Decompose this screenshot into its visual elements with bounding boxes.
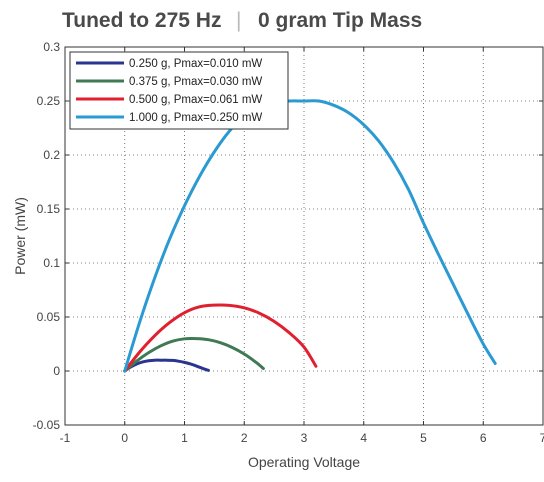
y-tick-label: -0.05 <box>33 418 61 432</box>
y-tick-label: 0.2 <box>43 148 60 162</box>
x-tick-label: 6 <box>480 431 487 445</box>
chart-title-sub: 0 gram Tip Mass <box>258 9 422 32</box>
series-line-1 <box>123 358 210 373</box>
chart-title-separator: | <box>236 9 241 32</box>
y-tick-label: 0.05 <box>37 310 61 324</box>
y-axis-label: Power (mW) <box>12 197 28 275</box>
legend-label-1: 0.250 g, Pmax=0.010 mW <box>129 58 262 70</box>
series-line-3 <box>123 303 318 373</box>
y-tick-label: 0 <box>53 364 60 378</box>
legend-label-2: 0.375 g, Pmax=0.030 mW <box>129 76 262 88</box>
y-tick-label: 0.25 <box>37 94 61 108</box>
chart-title-main: Tuned to 275 Hz <box>62 9 221 32</box>
series-line-2 <box>123 336 265 373</box>
x-axis-ticks: -1 0 1 2 3 4 5 6 7 <box>60 47 544 445</box>
x-tick-label: 4 <box>360 431 367 445</box>
x-axis-label: Operating Voltage <box>248 454 360 470</box>
y-tick-label: 0.1 <box>43 256 60 270</box>
x-tick-label: 7 <box>540 431 544 445</box>
x-tick-label: -1 <box>60 431 71 445</box>
x-tick-label: 1 <box>181 431 188 445</box>
legend-items: 0.250 g, Pmax=0.010 mW 0.375 g, Pmax=0.03… <box>76 58 262 124</box>
x-tick-label: 3 <box>301 431 308 445</box>
y-axis-ticks: -0.05 0 0.05 0.1 0.15 0.2 0.25 0.3 <box>33 40 543 432</box>
y-tick-label: 0.15 <box>37 202 61 216</box>
data-series-lines <box>123 99 497 373</box>
series-line-4 <box>123 99 497 373</box>
x-tick-label: 2 <box>241 431 248 445</box>
x-tick-label: 0 <box>121 431 128 445</box>
legend-label-4: 1.000 g, Pmax=0.250 mW <box>129 112 262 124</box>
legend-label-3: 0.500 g, Pmax=0.061 mW <box>129 94 262 106</box>
x-tick-label: 5 <box>420 431 427 445</box>
chart-legend: 0.250 g, Pmax=0.010 mW 0.375 g, Pmax=0.03… <box>69 51 289 130</box>
y-tick-label: 0.3 <box>43 40 60 54</box>
